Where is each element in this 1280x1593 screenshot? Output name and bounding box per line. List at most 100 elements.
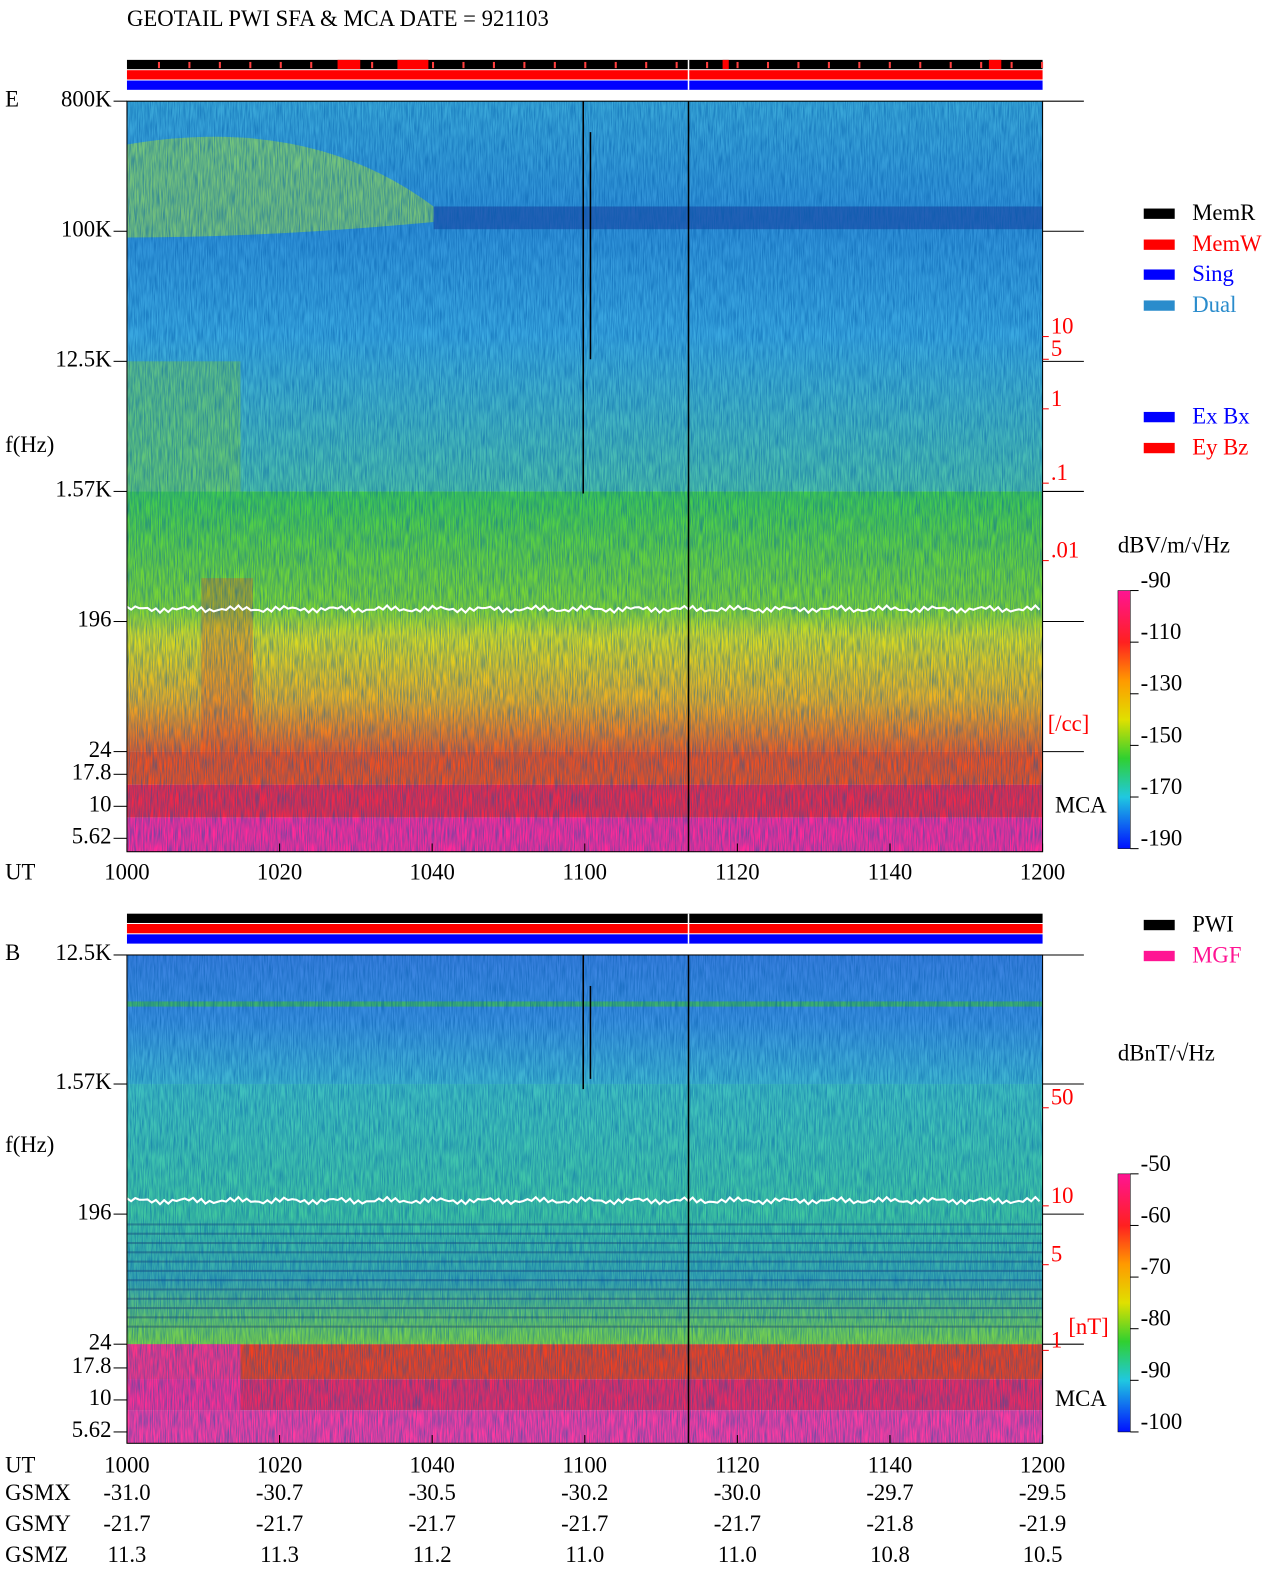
orbit-value: -21.9 [1019, 1511, 1066, 1536]
legend-label: MemR [1192, 200, 1256, 225]
status-mark [523, 61, 526, 69]
status-mark [432, 61, 435, 69]
time-tick-label: 1000 [104, 1452, 149, 1477]
time-tick-label: 1040 [409, 1452, 454, 1477]
status-mark [949, 61, 952, 69]
orbit-value: -30.0 [714, 1480, 761, 1505]
status-mark [310, 61, 313, 69]
status-mark [827, 61, 830, 69]
status-mark [553, 61, 556, 69]
status-mark [1041, 61, 1044, 69]
colorbar [1117, 590, 1131, 849]
status-mark [736, 61, 739, 69]
time-tick-label: 1100 [562, 860, 607, 885]
status-mark [337, 59, 361, 70]
orbit-value: 11.2 [413, 1542, 452, 1567]
side-scale-label: .1 [1051, 460, 1068, 485]
status-mark [888, 61, 891, 69]
legend-label: Ex Bx [1192, 403, 1250, 428]
freq-tick-label: 12.5K [55, 940, 112, 965]
time-tick-label: 1020 [257, 1452, 302, 1477]
time-tick-label: 1200 [1020, 1452, 1065, 1477]
legend-label: MemW [1192, 231, 1262, 256]
colorbar-tick-label: -190 [1141, 826, 1183, 851]
status-mark [397, 59, 429, 70]
time-tick-label: 1020 [257, 860, 302, 885]
status-bar [126, 924, 1043, 934]
orbit-value: -21.7 [409, 1511, 456, 1536]
legend-swatch [1143, 919, 1175, 931]
colorbar-tick-label: -70 [1141, 1254, 1171, 1279]
status-mark [614, 61, 617, 69]
side-scale-label: 50 [1051, 1085, 1074, 1110]
freq-tick-label: 196 [77, 1199, 111, 1224]
colorbar-tick-label: -90 [1141, 567, 1171, 592]
status-mark [919, 61, 922, 69]
orbit-value: -21.7 [714, 1511, 761, 1536]
legend-swatch [1143, 208, 1175, 219]
freq-tick-label: 800K [61, 86, 112, 111]
orbit-value: -21.7 [256, 1511, 303, 1536]
freq-tick-label: 24 [89, 1329, 112, 1354]
spectrogram-noise [126, 954, 1043, 1444]
mca-label: MCA [1055, 793, 1107, 818]
legend-swatch [1143, 411, 1175, 423]
time-tick-label: 1120 [715, 1452, 760, 1477]
freq-tick-label: 12.5K [55, 347, 112, 372]
colorbar [1117, 1173, 1131, 1433]
colorbar-tick-label: -170 [1141, 774, 1183, 799]
time-tick-label: 1120 [715, 860, 760, 885]
freq-tick-label: 17.8 [72, 1353, 112, 1378]
status-mark [492, 61, 495, 69]
status-mark [980, 61, 983, 69]
y-axis-label: f(Hz) [5, 1132, 54, 1157]
plasma-line [126, 1195, 1041, 1206]
orbit-value: -30.2 [561, 1480, 608, 1505]
status-mark [675, 61, 678, 69]
time-tick-label: 1100 [562, 1452, 607, 1477]
freq-tick-label: 1.57K [55, 477, 112, 502]
legend-label: Ey Bz [1192, 434, 1248, 459]
orbit-value: 10.8 [870, 1542, 910, 1567]
side-scale-unit: [/cc] [1048, 711, 1090, 736]
colorbar-tick-label: -60 [1141, 1202, 1171, 1227]
y-axis-label: f(Hz) [5, 432, 54, 457]
status-mark [645, 61, 648, 69]
status-mark [858, 61, 861, 69]
colorbar-tick-label: -90 [1141, 1357, 1171, 1382]
orbit-value: -21.7 [561, 1511, 608, 1536]
orbit-value: -21.7 [103, 1511, 150, 1536]
colorbar-tick-label: -110 [1141, 619, 1182, 644]
freq-tick-label: 1.57K [55, 1069, 112, 1094]
freq-tick-label: 10 [89, 792, 112, 817]
side-scale-label: 10 [1051, 1183, 1074, 1208]
orbit-value: -30.5 [409, 1480, 456, 1505]
orbit-value: -29.7 [866, 1480, 913, 1505]
status-bar [126, 80, 1043, 90]
colorbar-unit: dBnT/√Hz [1118, 1040, 1215, 1065]
legend-swatch [1143, 442, 1175, 454]
orbit-value: -30.7 [256, 1480, 303, 1505]
title: GEOTAIL PWI SFA & MCA DATE = 921103 [127, 6, 549, 31]
time-tick-label: 1000 [104, 860, 149, 885]
freq-tick-label: 100K [61, 216, 112, 241]
colorbar-tick-label: -130 [1141, 671, 1183, 696]
status-mark [988, 59, 1002, 70]
side-scale-label: 5 [1051, 1242, 1062, 1267]
plasma-line [126, 604, 1041, 615]
side-scale-unit: [nT] [1068, 1314, 1108, 1339]
legend-label: MGF [1192, 942, 1241, 967]
status-mark [462, 61, 465, 69]
orbit-value: 10.5 [1023, 1542, 1063, 1567]
orbit-label: GSMY [5, 1511, 71, 1536]
side-scale-label: 10 [1051, 314, 1074, 339]
time-tick-label: 1200 [1020, 860, 1065, 885]
spectrogram-noise [126, 101, 1043, 852]
x-axis-label: UT [5, 860, 35, 885]
orbit-value: -21.8 [866, 1511, 913, 1536]
mca-label: MCA [1055, 1386, 1107, 1411]
freq-tick-label: 5.62 [72, 1417, 112, 1442]
status-mark [249, 61, 252, 69]
orbit-label: GSMX [5, 1480, 71, 1505]
